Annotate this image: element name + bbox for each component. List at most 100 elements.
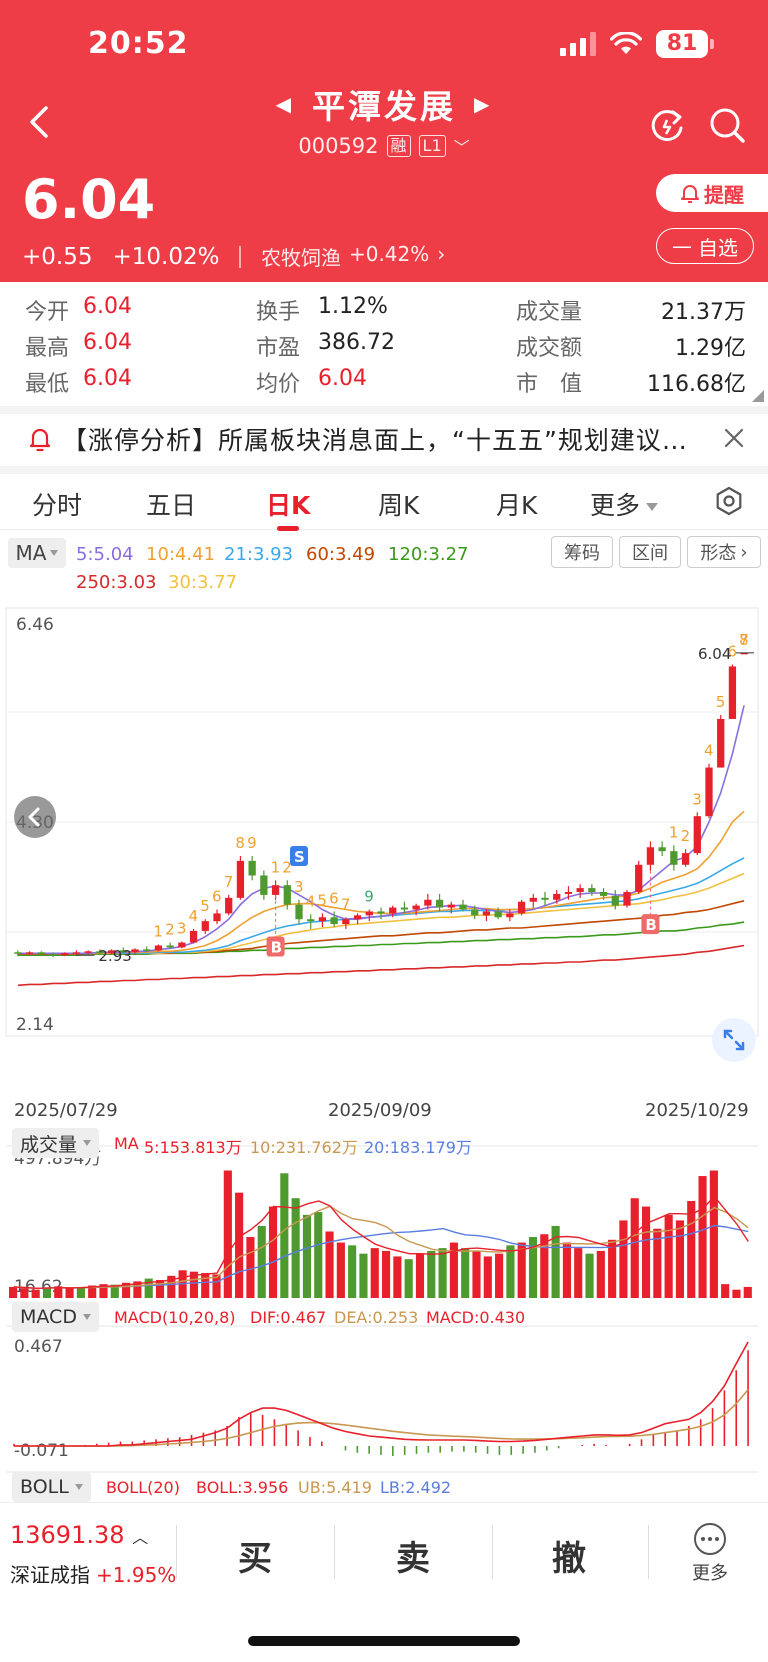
candle-body	[599, 892, 608, 896]
stock-title: ◀ 平潭发展 ▶ 000592 融 L1 ﹀	[0, 80, 768, 158]
tab-more[interactable]: 更多	[590, 486, 659, 522]
boll-lb: LB:2.492	[380, 1478, 452, 1497]
boll-value: BOLL:3.956	[196, 1478, 289, 1497]
volume-bar	[110, 1284, 119, 1298]
volume-bar	[325, 1231, 334, 1298]
td-count-label: 1	[669, 823, 679, 841]
candle-body	[588, 888, 596, 892]
sector-name: 农牧饲渔	[260, 246, 341, 270]
stat-market-cap: 市 值 116.68亿	[516, 372, 746, 397]
boll-selector[interactable]: BOLL	[12, 1472, 91, 1502]
settings-icon[interactable]	[714, 486, 744, 516]
index-ticker[interactable]: 13691.38 ︿	[10, 1521, 148, 1549]
chouma-button[interactable]: 筹码	[551, 536, 613, 568]
search-icon[interactable]	[706, 104, 748, 146]
tab-five-day[interactable]: 五日	[146, 491, 197, 520]
add-watchlist-button[interactable]: — 自选	[656, 228, 754, 264]
scroll-left-button[interactable]	[14, 796, 56, 838]
volume-bar	[336, 1242, 345, 1298]
candle-body	[611, 895, 619, 906]
dea-line	[13, 1389, 749, 1447]
candle-body	[25, 952, 34, 954]
volume-bar	[20, 1288, 29, 1298]
candle-body	[271, 885, 280, 895]
volume-bar	[9, 1286, 18, 1298]
td-count-label: 4	[189, 907, 199, 925]
back-icon[interactable]	[20, 100, 60, 144]
pattern-button[interactable]: 形态 ›	[687, 536, 761, 568]
cancel-order-button[interactable]: 撤	[552, 1539, 586, 1579]
quote-stats[interactable]: 今开 6.04 最高 6.04 最低 6.04 换手 1.12% 市盈 386.…	[0, 282, 768, 406]
volume-bar	[596, 1250, 605, 1298]
stock-code-row[interactable]: 000592 融 L1 ﹀	[298, 134, 469, 158]
candle-body	[330, 917, 338, 925]
candle-body	[61, 953, 69, 956]
interval-button[interactable]: 区间	[619, 536, 681, 568]
more-button[interactable]: 更多	[688, 1523, 732, 1585]
prev-stock-icon[interactable]: ◀	[275, 92, 294, 116]
close-icon[interactable]	[722, 426, 746, 450]
td-count-label: 2	[282, 858, 292, 876]
candle-body	[307, 919, 315, 922]
tab-daily-k[interactable]: 日K	[266, 486, 310, 531]
candle-body	[107, 950, 116, 954]
chevron-down-icon: ﹀	[453, 138, 470, 157]
price-change: +0.55	[22, 243, 93, 270]
candle-body	[213, 913, 221, 922]
y-axis-top-label: 6.46	[16, 615, 54, 635]
tab-weekly-k[interactable]: 周K	[378, 491, 420, 520]
td-count-label: 1	[153, 923, 163, 941]
volume-bar	[721, 1284, 730, 1298]
buy-signal-text: B	[645, 916, 656, 934]
kline-chart[interactable]: 6.464.302.1412345678912345679123456782.9…	[0, 604, 768, 1504]
sector-link[interactable]: 农牧饲渔 +0.42% ›	[261, 242, 445, 271]
expand-corner-icon[interactable]	[752, 390, 764, 402]
td-count-label: 5	[317, 891, 327, 909]
chart-period-tabs: 分时 五日 日K 周K 月K 更多	[0, 474, 768, 531]
buy-button[interactable]: 买	[238, 1539, 272, 1579]
macd-selector[interactable]: MACD	[12, 1302, 99, 1332]
td-count-label: 6	[212, 888, 222, 906]
remind-button[interactable]: 提醒	[656, 174, 768, 212]
sell-signal-badge	[290, 846, 308, 867]
volume-bar	[88, 1285, 97, 1298]
candle-body	[166, 945, 174, 948]
candle-body	[365, 911, 373, 916]
td-count-label: 9	[247, 834, 257, 852]
volume-bar	[268, 1206, 278, 1298]
candle-body	[260, 875, 268, 895]
boll-legend: BOLL BOLL(20) BOLL:3.956 UB:5.419 LB:2.4…	[0, 1472, 768, 1504]
candle-body	[646, 847, 655, 865]
volume-bar	[495, 1253, 504, 1298]
fullscreen-button[interactable]	[712, 1018, 756, 1062]
candle-body	[96, 951, 104, 954]
tab-intraday[interactable]: 分时	[32, 491, 83, 520]
tab-monthly-k[interactable]: 月K	[496, 491, 538, 520]
volume-bar	[562, 1242, 571, 1298]
volume-bar	[54, 1286, 63, 1298]
next-stock-icon[interactable]: ▶	[474, 92, 493, 116]
candle-body	[693, 816, 701, 854]
index-name: 深证成指	[10, 1563, 90, 1587]
volume-bar	[574, 1248, 583, 1298]
alarm-bell-icon	[681, 185, 699, 203]
date-axis: 2025/07/29 2025/09/09 2025/10/29	[0, 1098, 768, 1126]
section-separator	[0, 466, 768, 474]
section-separator	[0, 406, 768, 414]
news-banner[interactable]: 【涨停分析】所属板块消息面上，“十五五”规划建议提出	[0, 414, 768, 464]
volume-bar	[302, 1214, 312, 1298]
indicator-selector[interactable]: MA	[8, 538, 66, 568]
volume-selector[interactable]: 成交量	[12, 1128, 100, 1158]
refresh-icon[interactable]	[646, 104, 688, 146]
stat-volume: 成交量 21.37万	[516, 300, 746, 325]
boll-ub: UB:5.419	[298, 1478, 372, 1497]
vol-ma5: 5:153.813万	[144, 1138, 242, 1157]
td-count-label: 7	[224, 873, 234, 891]
battery-indicator: 81	[656, 30, 714, 58]
candle-body	[635, 864, 643, 892]
volume-bar	[619, 1220, 628, 1298]
volume-bar	[698, 1176, 707, 1298]
candle-body	[37, 952, 45, 955]
sell-button[interactable]: 卖	[396, 1539, 430, 1579]
candle-body	[541, 897, 549, 900]
